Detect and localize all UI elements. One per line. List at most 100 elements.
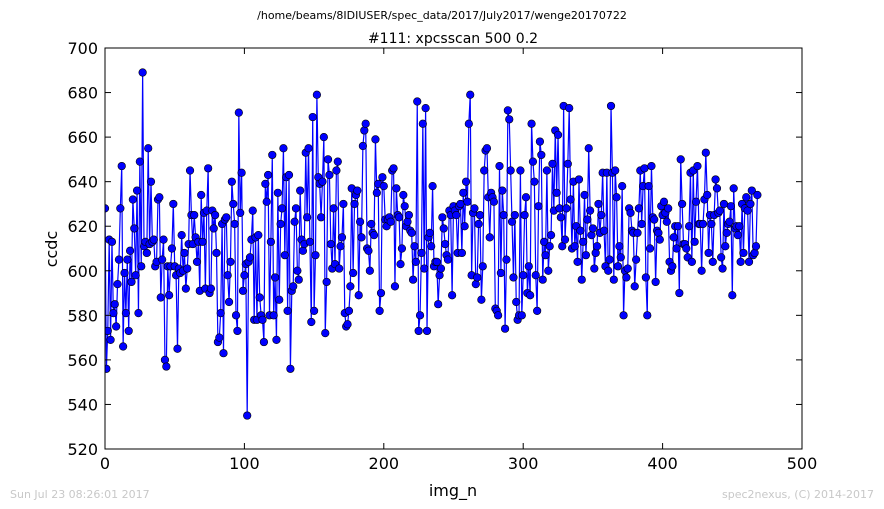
data-point bbox=[400, 202, 409, 211]
data-point bbox=[258, 315, 267, 324]
data-point bbox=[107, 237, 117, 246]
data-point bbox=[216, 309, 225, 318]
data-point bbox=[527, 119, 536, 128]
data-point bbox=[611, 166, 620, 175]
data-point bbox=[664, 204, 673, 213]
y-tick-label: 700 bbox=[67, 39, 98, 58]
data-point bbox=[516, 166, 525, 175]
data-point bbox=[502, 255, 511, 264]
data-point bbox=[725, 217, 734, 226]
data-point bbox=[230, 219, 239, 229]
data-point bbox=[224, 297, 234, 307]
data-point bbox=[691, 197, 701, 206]
data-point bbox=[736, 257, 745, 266]
data-point bbox=[583, 215, 592, 224]
data-point bbox=[209, 224, 218, 233]
data-point bbox=[286, 364, 295, 373]
data-point bbox=[485, 233, 494, 242]
data-point bbox=[579, 237, 588, 246]
data-point bbox=[190, 210, 199, 220]
x-tick-label: 100 bbox=[229, 454, 260, 473]
data-point bbox=[105, 204, 110, 213]
data-point bbox=[427, 242, 436, 251]
data-point bbox=[739, 248, 748, 258]
data-point bbox=[134, 309, 143, 318]
data-point bbox=[329, 204, 338, 213]
data-point bbox=[633, 228, 642, 238]
data-point bbox=[112, 322, 121, 331]
data-point bbox=[284, 170, 294, 180]
data-point bbox=[397, 244, 407, 253]
data-point bbox=[160, 355, 170, 364]
data-point bbox=[372, 188, 381, 197]
data-point bbox=[283, 306, 292, 315]
data-point bbox=[519, 271, 528, 280]
data-point bbox=[142, 248, 151, 258]
data-point bbox=[332, 166, 341, 175]
data-point bbox=[335, 264, 344, 273]
data-point bbox=[137, 262, 146, 271]
data-point bbox=[548, 159, 557, 168]
y-tick-label: 660 bbox=[67, 128, 98, 147]
data-point bbox=[581, 251, 591, 260]
data-point bbox=[269, 311, 278, 320]
data-point bbox=[461, 177, 471, 186]
data-point bbox=[222, 213, 231, 222]
data-point bbox=[717, 253, 726, 262]
data-point bbox=[169, 199, 178, 209]
data-point bbox=[643, 311, 652, 320]
data-point bbox=[322, 277, 331, 287]
data-point bbox=[562, 204, 571, 213]
data-point bbox=[704, 248, 713, 258]
data-point bbox=[496, 268, 505, 278]
data-point bbox=[312, 90, 321, 99]
data-point bbox=[632, 255, 641, 264]
data-point bbox=[105, 326, 112, 336]
data-point bbox=[498, 186, 507, 195]
data-point bbox=[223, 271, 232, 280]
data-point bbox=[418, 119, 427, 128]
data-point bbox=[226, 257, 235, 266]
data-point bbox=[114, 255, 124, 264]
data-point bbox=[546, 231, 556, 240]
data-point bbox=[650, 215, 659, 224]
data-point bbox=[124, 326, 133, 336]
data-point bbox=[654, 228, 663, 238]
data-point bbox=[499, 210, 508, 220]
data-point bbox=[227, 177, 236, 186]
data-point bbox=[577, 275, 586, 284]
data-point bbox=[474, 219, 483, 229]
data-point bbox=[272, 335, 281, 344]
data-point bbox=[234, 108, 243, 117]
y-tick-label: 620 bbox=[67, 217, 98, 236]
data-point bbox=[722, 228, 731, 238]
data-point bbox=[669, 233, 678, 242]
data-point bbox=[158, 255, 167, 264]
data-point bbox=[268, 150, 277, 160]
data-point bbox=[336, 242, 345, 251]
data-point bbox=[413, 97, 422, 106]
axes-layer: 0 100 200 300 400 500 520 540 560 580 600 620 640 660… bbox=[67, 39, 817, 473]
data-point bbox=[510, 210, 519, 220]
data-point bbox=[181, 284, 190, 293]
y-axis-label: ccdc bbox=[42, 231, 61, 268]
data-point bbox=[116, 204, 125, 213]
data-point bbox=[615, 242, 624, 251]
data-point bbox=[520, 210, 529, 220]
data-point bbox=[489, 197, 499, 206]
data-point bbox=[240, 271, 249, 280]
data-point bbox=[105, 364, 111, 373]
data-point bbox=[138, 68, 147, 77]
data-point bbox=[552, 188, 561, 197]
data-point bbox=[698, 219, 708, 229]
data-point bbox=[475, 210, 485, 220]
data-point bbox=[410, 242, 419, 251]
data-point bbox=[673, 222, 683, 231]
data-point bbox=[159, 235, 168, 244]
data-point bbox=[167, 244, 177, 253]
data-point bbox=[521, 193, 531, 202]
data-point bbox=[662, 217, 671, 226]
data-point bbox=[357, 233, 366, 242]
